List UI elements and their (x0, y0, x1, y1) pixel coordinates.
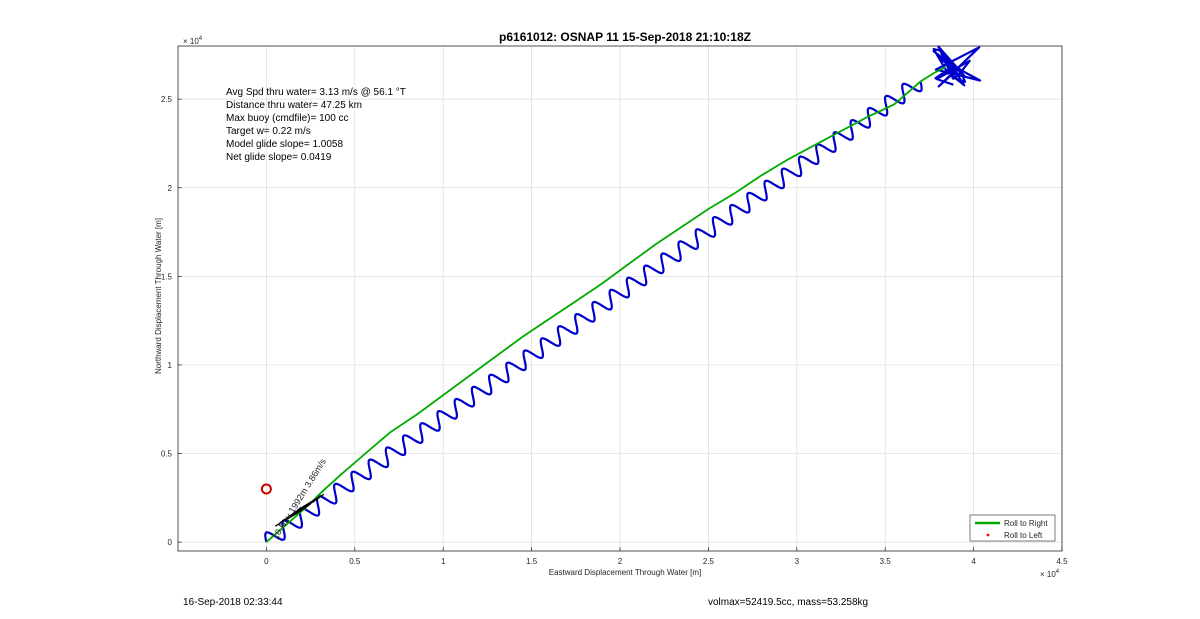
legend-box (969, 514, 1056, 542)
ticks: 0 0.5 1 1.5 2 2.5 3 3.5 4 4.5 0 0.5 1 1.5 2 2.5 (161, 95, 1068, 566)
y-tick-label: 2.5 (161, 95, 173, 104)
x-tick-label: 0.5 (349, 557, 361, 566)
info-line-avg-speed: Avg Spd thru water= 3.13 m/s @ 56.1 °T (226, 87, 406, 98)
y-tick-label: 1.5 (161, 272, 173, 281)
info-line-net-glide: Net glide slope= 0.0419 (226, 152, 332, 163)
info-line-max-buoy: Max buoy (cmdfile)= 100 cc (226, 113, 349, 124)
legend: Roll to Right Roll to Left (969, 514, 1056, 542)
x-tick-label: 1.5 (526, 557, 538, 566)
glider-track-path (264, 81, 923, 543)
y-exponent-label: × 104 (183, 36, 203, 46)
chart-title: p6161012: OSNAP 11 15-Sep-2018 21:10:18Z (499, 30, 751, 44)
info-text-block: Avg Spd thru water= 3.13 m/s @ 56.1 °T D… (226, 87, 406, 163)
legend-label-roll-right: Roll to Right (1004, 519, 1048, 528)
x-tick-label: 4 (971, 557, 976, 566)
legend-label-roll-left: Roll to Left (1004, 531, 1043, 540)
x-tick-label: 3 (795, 557, 800, 566)
info-line-distance: Distance thru water= 47.25 km (226, 100, 362, 111)
grid (178, 46, 1063, 551)
x-axis-label: Eastward Displacement Through Water [m] (549, 568, 702, 577)
legend-swatch-roll-left (986, 533, 990, 537)
x-tick-label: 0 (264, 557, 269, 566)
series-roll-to-right (265, 66, 946, 543)
footer-volmax-mass: volmax=52419.5cc, mass=53.258kg (708, 597, 869, 608)
x-tick-label: 2 (618, 557, 623, 566)
x-tick-label: 1 (441, 557, 446, 566)
x-tick-label: 4.5 (1056, 557, 1068, 566)
y-tick-label: 2 (168, 184, 173, 193)
y-tick-label: 0 (168, 538, 173, 547)
x-exponent-label: × 104 (1040, 569, 1060, 579)
info-line-target-w: Target w= 0.22 m/s (226, 126, 311, 137)
x-tick-label: 3.5 (880, 557, 892, 566)
y-axis-label: Northward Displacement Through Water [m] (154, 218, 163, 374)
y-tick-label: 1 (168, 361, 173, 370)
x-tick-label: 2.5 (703, 557, 715, 566)
glider-track-tangle (932, 45, 982, 88)
start-circle-marker (260, 483, 272, 495)
footer-timestamp: 16-Sep-2018 02:33:44 (183, 597, 283, 608)
current-vector (296, 493, 325, 511)
info-line-model-glide: Model glide slope= 1.0058 (226, 139, 343, 150)
y-tick-label: 0.5 (161, 450, 173, 459)
plot-area (260, 45, 982, 543)
